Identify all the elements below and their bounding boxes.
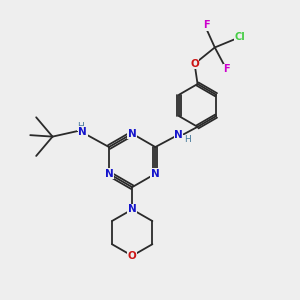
Text: N: N: [128, 129, 136, 139]
Text: N: N: [151, 169, 160, 179]
Text: N: N: [174, 130, 183, 140]
Text: F: F: [203, 20, 210, 30]
Text: H: H: [77, 122, 84, 131]
Text: N: N: [128, 204, 136, 214]
Text: H: H: [184, 135, 190, 144]
Text: N: N: [79, 127, 87, 136]
Text: O: O: [190, 59, 199, 69]
Text: N: N: [105, 169, 113, 179]
Text: Cl: Cl: [235, 32, 246, 42]
Text: O: O: [128, 251, 136, 261]
Text: F: F: [224, 64, 230, 74]
